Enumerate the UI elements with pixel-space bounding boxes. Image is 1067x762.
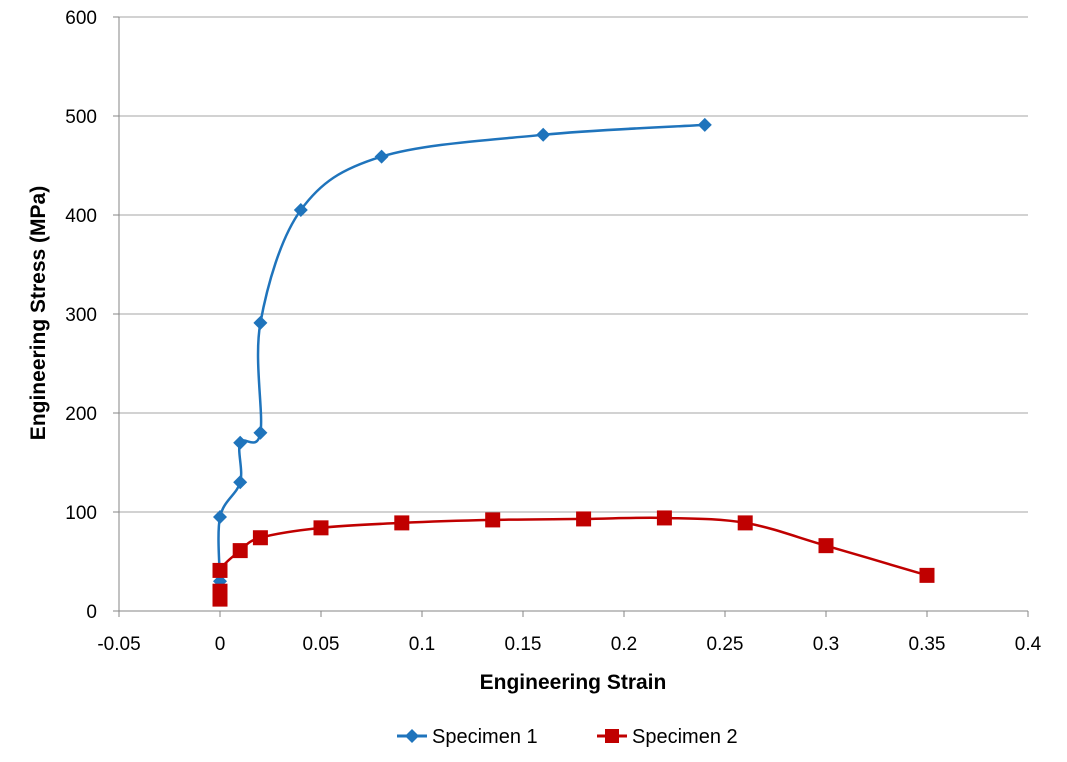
- data-point-specimen-2: [737, 515, 753, 531]
- data-point-specimen-1: [536, 127, 551, 142]
- data-point-specimen-2: [212, 562, 228, 578]
- x-axis-title: Engineering Strain: [480, 671, 667, 694]
- legend-item-specimen-2: Specimen 2: [597, 726, 738, 748]
- data-point-specimen-1: [374, 149, 389, 164]
- data-point-specimen-1: [233, 435, 248, 450]
- data-point-specimen-1: [293, 203, 308, 218]
- x-tick-label: 0.05: [303, 634, 340, 655]
- y-tick-label: 200: [65, 404, 97, 425]
- legend-label-specimen-1: Specimen 1: [432, 726, 538, 748]
- x-tick-label: 0.3: [813, 634, 839, 655]
- data-point-specimen-1: [233, 475, 248, 490]
- x-tick-label: 0.25: [707, 634, 744, 655]
- legend-marker-specimen-1: [405, 729, 419, 743]
- data-point-specimen-1: [697, 117, 712, 132]
- gridlines: [119, 16, 1028, 513]
- legend-item-specimen-1: Specimen 1: [397, 726, 538, 748]
- legend-marker-specimen-2: [605, 729, 619, 743]
- data-point-specimen-2: [232, 543, 248, 559]
- y-tick-label: 400: [65, 206, 97, 227]
- y-tick-label: 500: [65, 107, 97, 128]
- x-tick-label: 0: [215, 634, 226, 655]
- data-point-specimen-2: [252, 530, 268, 546]
- data-point-specimen-2: [818, 538, 834, 554]
- y-axis-title: Engineering Stress (MPa): [27, 186, 50, 440]
- x-tick-label: 0.35: [909, 634, 946, 655]
- x-tick-label: 0.1: [409, 634, 435, 655]
- x-tick-label: 0.15: [505, 634, 542, 655]
- data-point-specimen-2: [919, 567, 935, 583]
- series-line-specimen-1: [217, 123, 705, 582]
- legend: Specimen 1 Specimen 2: [397, 726, 738, 748]
- legend-label-specimen-2: Specimen 2: [632, 726, 738, 748]
- data-point-specimen-1: [213, 509, 227, 524]
- data-point-specimen-2: [656, 510, 672, 526]
- x-tick-label: 0.4: [1015, 634, 1042, 655]
- y-tick-label: 0: [86, 602, 97, 623]
- y-tick-label: 100: [65, 503, 97, 524]
- data-point-specimen-2: [576, 511, 592, 527]
- data-point-specimen-2: [485, 512, 501, 528]
- x-tick-label: 0.2: [611, 634, 637, 655]
- data-point-specimen-2: [394, 515, 410, 531]
- data-point-specimen-2: [313, 520, 329, 536]
- data-point-specimen-2: [212, 583, 228, 599]
- y-tick-label: 300: [65, 305, 97, 326]
- data-point-specimen-1: [253, 315, 268, 330]
- x-tick-label: -0.05: [97, 634, 140, 655]
- y-tick-label: 600: [65, 8, 97, 29]
- plot-area: [212, 117, 935, 607]
- data-point-specimen-1: [253, 425, 268, 440]
- axes: [113, 16, 1029, 617]
